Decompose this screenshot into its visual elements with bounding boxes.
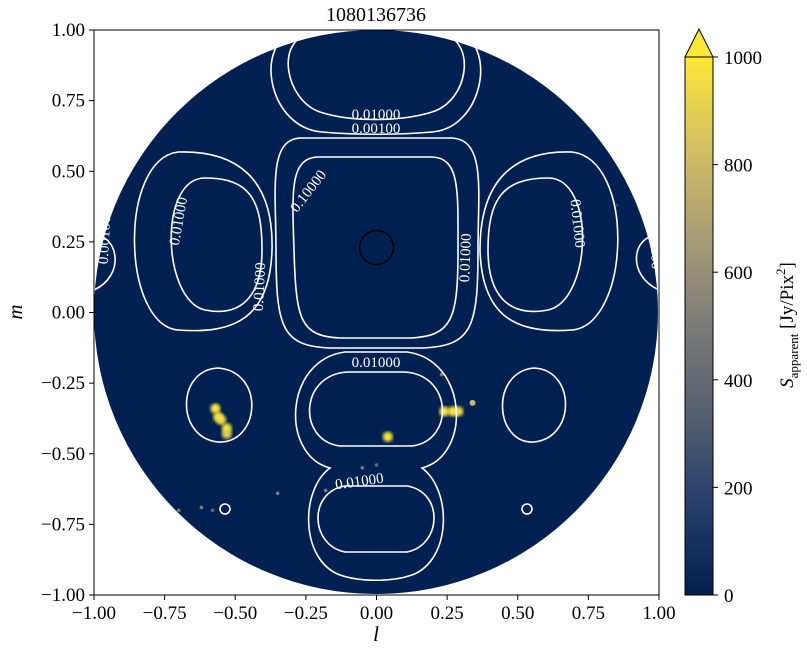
contour-line bbox=[185, 367, 253, 443]
colorbar-label-superscript: 2 bbox=[773, 268, 788, 275]
source-point bbox=[199, 505, 204, 510]
source-point bbox=[216, 414, 227, 425]
contour-line bbox=[270, 33, 482, 136]
y-tick-label: −1.00 bbox=[41, 585, 85, 606]
colorbar-gradient bbox=[684, 56, 714, 596]
contour-line bbox=[219, 503, 231, 515]
x-tick-label: 0.25 bbox=[431, 603, 464, 624]
source-point bbox=[360, 466, 365, 470]
colorbar-label-close: ] bbox=[777, 262, 798, 268]
colorbar-ticks: 0 200 400 600 800 1000 bbox=[713, 48, 762, 607]
y-tick-label: 0.50 bbox=[52, 161, 85, 182]
source-point bbox=[382, 431, 393, 442]
source-point bbox=[210, 508, 215, 513]
contour-label: 0.00100 bbox=[646, 220, 664, 269]
source-point bbox=[453, 406, 464, 417]
contour-label: 0.01000 bbox=[457, 233, 475, 282]
x-tick-label: −1.00 bbox=[72, 603, 116, 624]
source-point bbox=[221, 428, 232, 439]
contour-label: 0.00100 bbox=[352, 121, 401, 137]
colorbar-tick-label: 0 bbox=[724, 586, 734, 607]
y-axis-label: m bbox=[3, 304, 27, 319]
x-tick-label: 1.00 bbox=[642, 603, 675, 624]
contour-line bbox=[308, 371, 444, 447]
contour-line bbox=[287, 33, 466, 121]
colorbar-tick-label: 600 bbox=[724, 263, 753, 284]
y-tick-label: 1.00 bbox=[52, 20, 85, 41]
source-point bbox=[275, 491, 280, 496]
x-tick-label: −0.50 bbox=[213, 603, 257, 624]
contour-label: 0.01000 bbox=[352, 107, 401, 123]
x-axis-label: l bbox=[373, 622, 379, 646]
y-tick-label: 0.25 bbox=[52, 232, 85, 253]
x-tick-label: 0.00 bbox=[360, 603, 393, 624]
source-point bbox=[176, 508, 181, 513]
contour-label: 0.00100 bbox=[96, 215, 115, 265]
colorbar-tick-label: 1000 bbox=[724, 48, 762, 69]
y-tick-label: 0.75 bbox=[52, 91, 85, 112]
contour-line bbox=[292, 156, 459, 339]
contour-line bbox=[479, 151, 619, 332]
y-tick-label: −0.50 bbox=[41, 444, 85, 465]
source-point bbox=[439, 372, 444, 377]
colorbar-tick-label: 400 bbox=[724, 371, 753, 392]
contour-line bbox=[487, 177, 584, 313]
contour-label: 0.01000 bbox=[352, 355, 401, 371]
source-point bbox=[374, 463, 379, 467]
contour-line bbox=[317, 485, 435, 553]
colorbar-label-subscript: apparent bbox=[786, 333, 801, 378]
colorbar-tick-label: 200 bbox=[724, 478, 753, 499]
contour-line bbox=[133, 151, 273, 332]
colorbar: 0 200 400 600 800 1000 Sapparent [Jy/Pix2] bbox=[684, 27, 801, 607]
sky-disk bbox=[94, 30, 658, 594]
colorbar-label: Sapparent [Jy/Pix2] bbox=[773, 262, 801, 388]
y-axis-ticks: 1.00 0.75 0.50 0.25 0.00 −0.25 −0.50 −0.75 −1.00 bbox=[41, 20, 94, 606]
contour-line bbox=[170, 177, 263, 313]
y-tick-label: −0.25 bbox=[41, 373, 85, 394]
contour-label: 0.01000 bbox=[251, 262, 270, 312]
source-point bbox=[469, 399, 476, 406]
contour-line bbox=[521, 503, 533, 515]
y-tick-label: −0.75 bbox=[41, 514, 85, 535]
contour-line bbox=[294, 351, 458, 581]
colorbar-label-symbol: S bbox=[777, 378, 798, 388]
chart-title: 1080136736 bbox=[326, 4, 426, 26]
plot-area: 0.01000 0.00100 0.10000 0.01000 0.01000 … bbox=[93, 29, 664, 596]
pointing-center-marker bbox=[358, 229, 395, 266]
contour-label: 0.01000 bbox=[566, 199, 587, 249]
contour-label: 0.01000 bbox=[334, 471, 385, 494]
colorbar-label-unit: [Jy/Pix bbox=[777, 274, 798, 333]
contour-line bbox=[501, 367, 567, 443]
source-point bbox=[210, 403, 221, 414]
colorbar-tick-label: 800 bbox=[724, 156, 753, 177]
source-point bbox=[323, 488, 328, 493]
x-tick-label: 0.75 bbox=[572, 603, 605, 624]
contour-line bbox=[274, 137, 480, 349]
y-tick-label: 0.00 bbox=[52, 303, 85, 324]
beam-contours bbox=[94, 33, 658, 581]
x-tick-label: −0.25 bbox=[284, 603, 328, 624]
x-axis-ticks: −1.00 −0.75 −0.50 −0.25 0.00 0.25 0.50 0.75 1.00 bbox=[72, 595, 676, 624]
x-tick-label: −0.75 bbox=[143, 603, 187, 624]
source-point bbox=[614, 203, 619, 207]
colorbar-extend-arrow bbox=[684, 27, 714, 58]
x-tick-label: 0.50 bbox=[501, 603, 534, 624]
sources-layer bbox=[176, 203, 619, 513]
